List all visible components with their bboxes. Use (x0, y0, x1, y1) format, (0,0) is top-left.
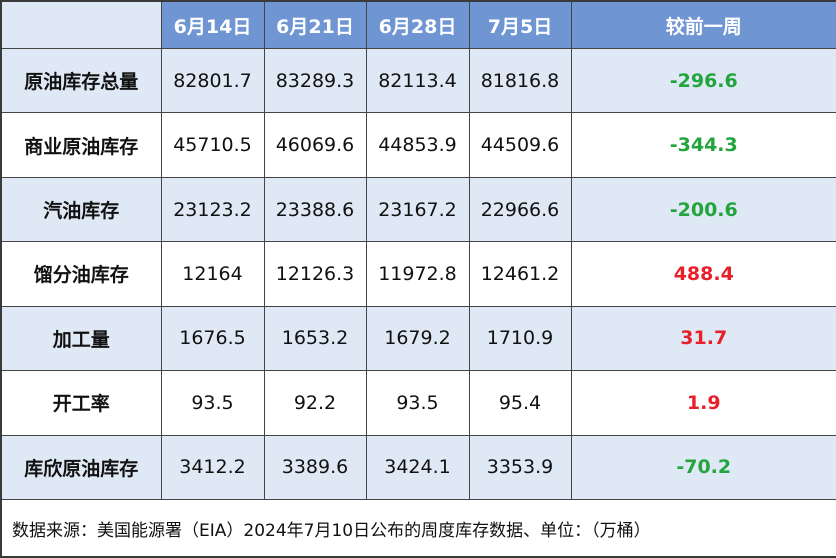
value-cell: 93.5 (365, 370, 470, 436)
value-cell: 1653.2 (263, 305, 367, 372)
row-label: 加工量 (0, 305, 162, 372)
value-cell: 12461.2 (468, 241, 572, 307)
column-header: 7月5日 (468, 0, 572, 49)
change-cell: 31.7 (570, 305, 836, 372)
table-body: 原油库存总量 82801.7 83289.3 82113.4 81816.8 -296.6… (0, 47, 836, 501)
row-label: 原油库存总量 (0, 47, 162, 114)
value-cell: 1676.5 (160, 305, 265, 372)
column-header: 6月28日 (365, 0, 470, 49)
value-cell: 12164 (160, 241, 265, 307)
table-row: 加工量 1676.5 1653.2 1679.2 1710.9 31.7 (0, 305, 836, 372)
table-row: 馏分油库存 12164 12126.3 11972.8 12461.2 488.4 (0, 241, 836, 307)
change-cell: 488.4 (570, 241, 836, 307)
column-header: 6月14日 (160, 0, 265, 49)
value-cell: 1710.9 (468, 305, 572, 372)
footer-note: 数据来源：美国能源署（EIA）2024年7月10日公布的周度库存数据、单位：（万… (0, 499, 836, 558)
value-cell: 82801.7 (160, 47, 265, 114)
table-row: 库欣原油库存 3412.2 3389.6 3424.1 3353.9 -70.2 (0, 434, 836, 501)
footer-row: 数据来源：美国能源署（EIA）2024年7月10日公布的周度库存数据、单位：（万… (0, 499, 836, 558)
value-cell: 3389.6 (263, 434, 367, 501)
table-row: 商业原油库存 45710.5 46069.6 44853.9 44509.6 -344.3 (0, 112, 836, 178)
value-cell: 81816.8 (468, 47, 572, 114)
row-label: 汽油库存 (0, 176, 162, 243)
value-cell: 1679.2 (365, 305, 470, 372)
change-cell: -200.6 (570, 176, 836, 243)
row-label: 开工率 (0, 370, 162, 436)
table-row: 汽油库存 23123.2 23388.6 23167.2 22966.6 -200.6 (0, 176, 836, 243)
value-cell: 92.2 (263, 370, 367, 436)
value-cell: 3424.1 (365, 434, 470, 501)
row-label: 库欣原油库存 (0, 434, 162, 501)
value-cell: 12126.3 (263, 241, 367, 307)
value-cell: 23388.6 (263, 176, 367, 243)
value-cell: 3412.2 (160, 434, 265, 501)
row-label: 商业原油库存 (0, 112, 162, 178)
value-cell: 23167.2 (365, 176, 470, 243)
value-cell: 22966.6 (468, 176, 572, 243)
change-cell: 1.9 (570, 370, 836, 436)
value-cell: 46069.6 (263, 112, 367, 178)
change-cell: -70.2 (570, 434, 836, 501)
value-cell: 44509.6 (468, 112, 572, 178)
change-cell: -296.6 (570, 47, 836, 114)
column-header: 6月21日 (263, 0, 367, 49)
value-cell: 95.4 (468, 370, 572, 436)
change-cell: -344.3 (570, 112, 836, 178)
table-row: 原油库存总量 82801.7 83289.3 82113.4 81816.8 -296.6 (0, 47, 836, 114)
value-cell: 23123.2 (160, 176, 265, 243)
value-cell: 93.5 (160, 370, 265, 436)
value-cell: 44853.9 (365, 112, 470, 178)
value-cell: 3353.9 (468, 434, 572, 501)
table-row: 开工率 93.5 92.2 93.5 95.4 1.9 (0, 370, 836, 436)
corner-cell (0, 0, 162, 49)
header-row: 6月14日 6月21日 6月28日 7月5日 较前一周 (0, 0, 836, 49)
value-cell: 83289.3 (263, 47, 367, 114)
row-label: 馏分油库存 (0, 241, 162, 307)
value-cell: 45710.5 (160, 112, 265, 178)
value-cell: 82113.4 (365, 47, 470, 114)
value-cell: 11972.8 (365, 241, 470, 307)
column-header: 较前一周 (570, 0, 836, 49)
